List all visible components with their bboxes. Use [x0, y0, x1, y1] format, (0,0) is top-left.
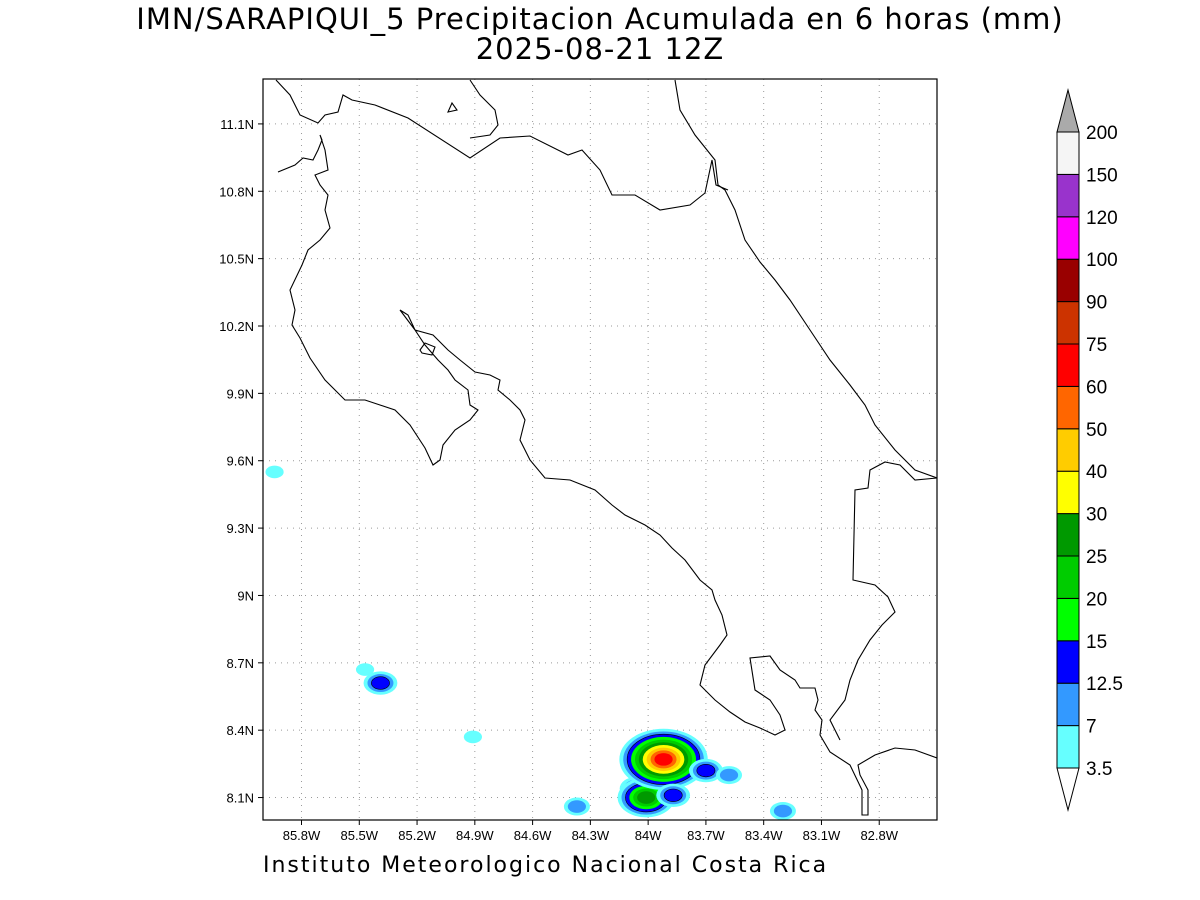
precip-cell [689, 758, 723, 783]
colorbar-label: 15 [1086, 632, 1107, 653]
colorbar-label: 200 [1086, 123, 1118, 144]
coastline-north [275, 79, 729, 211]
precip-cell [716, 766, 743, 785]
colorbar-segment [1056, 131, 1080, 175]
coastline-nicaragua [469, 79, 499, 139]
y-tick-label: 10.2N [219, 319, 254, 334]
precip-cell [355, 663, 375, 676]
precip-cell [463, 730, 483, 744]
colorbar-label: 12.5 [1086, 674, 1123, 695]
colorbar-label: 25 [1086, 547, 1107, 568]
colorbar-label: 50 [1086, 420, 1107, 441]
precip-contour [637, 791, 656, 804]
x-tick-label: 84W [635, 828, 662, 843]
colorbar-low-arrow [1056, 767, 1080, 812]
x-tick-label: 83.1W [803, 828, 841, 843]
colorbar-segment [1056, 173, 1080, 218]
coastline-caribbean [674, 79, 937, 479]
precip-cell [769, 802, 796, 820]
precip-contour [773, 804, 793, 818]
colorbar-label: 7 [1086, 717, 1097, 738]
x-tick-label: 85.5W [340, 828, 378, 843]
colorbar-segment [1056, 513, 1080, 557]
precipitation-colorbar: 3.5 7 12.5 15 20 25 30 40 50 60 75 90 100 120 150 200 [1056, 88, 1123, 812]
colorbar-segment [1056, 216, 1080, 260]
y-tick-label: 8.1N [227, 791, 254, 806]
y-tick-label: 10.5N [219, 252, 254, 267]
x-tick-label: 85.2W [398, 828, 436, 843]
colorbar-label: 60 [1086, 377, 1107, 398]
precip-contour [265, 465, 284, 479]
x-tick-label: 84.3W [572, 828, 610, 843]
x-tick-label: 83.7W [687, 828, 725, 843]
colorbar-segment [1056, 301, 1080, 345]
colorbar-segment [1056, 640, 1080, 684]
precipitation-layer [265, 465, 796, 820]
colorbar-label: 120 [1086, 208, 1118, 229]
precip-contour [719, 768, 739, 782]
precip-cell [656, 783, 691, 807]
colorbar-segment [1056, 385, 1080, 430]
precip-cell [563, 797, 590, 816]
lake-island [447, 101, 458, 113]
x-tick-label: 83.4W [745, 828, 783, 843]
colorbar-label: 20 [1086, 589, 1107, 610]
colorbar-label: 40 [1086, 462, 1107, 483]
precip-cell [363, 671, 398, 695]
precip-contour [654, 753, 673, 766]
map-frame [262, 78, 938, 821]
lake-arenal [419, 342, 436, 356]
y-tick-label: 8.4N [227, 723, 254, 738]
precip-contour [696, 763, 716, 778]
precip-contour [663, 788, 683, 802]
x-tick-label: 84.9W [456, 828, 494, 843]
colorbar-segment [1056, 682, 1080, 727]
longitude-axis: 85.8W 85.5W 85.2W 84.9W 84.6W 84.3W 84W 83.7W 83… [283, 820, 899, 843]
precip-contour [355, 663, 375, 676]
y-tick-label: 8.7N [227, 656, 254, 671]
y-tick-label: 9.9N [227, 386, 254, 401]
coastline-layer [275, 79, 937, 816]
colorbar-label: 90 [1086, 293, 1107, 314]
latitude-axis: 11.1N 10.8N 10.5N 10.2N 9.9N 9.6N 9.3N 9N 8.7N 8.… [219, 117, 263, 806]
y-tick-label: 11.1N [220, 117, 254, 132]
precip-contour [463, 730, 483, 744]
colorbar-segment [1056, 725, 1080, 769]
graticule [263, 79, 937, 820]
y-tick-label: 9.3N [227, 521, 254, 536]
map-title: IMN/SARAPIQUI_5 Precipitacion Acumulada … [136, 2, 1064, 36]
colorbar-label: 3.5 [1086, 759, 1112, 780]
colorbar-segment [1056, 258, 1080, 303]
map-valid-time: 2025-08-21 12Z [475, 32, 725, 66]
y-tick-label: 10.8N [219, 184, 254, 199]
precip-cell [619, 728, 708, 790]
colorbar-segment [1056, 470, 1080, 515]
colorbar-high-arrow [1056, 88, 1080, 133]
precip-contour [371, 676, 390, 690]
precip-contour [567, 800, 586, 813]
precip-cell [265, 465, 284, 479]
colorbar-segment [1056, 597, 1080, 642]
footer-credit: Instituto Meteorologico Nacional Costa R… [263, 853, 829, 878]
y-tick-label: 9N [237, 588, 254, 603]
colorbar-label: 100 [1086, 250, 1118, 271]
y-tick-label: 9.6N [227, 454, 254, 469]
colorbar-label: 150 [1086, 165, 1118, 186]
x-tick-label: 84.6W [514, 828, 552, 843]
coastline-pacific [277, 134, 937, 816]
precip-cell [617, 777, 675, 818]
colorbar-segment [1056, 343, 1080, 387]
colorbar-label: 30 [1086, 505, 1107, 526]
border-panama [829, 461, 937, 741]
colorbar-segment [1056, 555, 1080, 599]
x-tick-label: 85.8W [283, 828, 321, 843]
x-tick-label: 82.8W [860, 828, 898, 843]
colorbar-segment [1056, 428, 1080, 472]
colorbar-label: 75 [1086, 335, 1107, 356]
